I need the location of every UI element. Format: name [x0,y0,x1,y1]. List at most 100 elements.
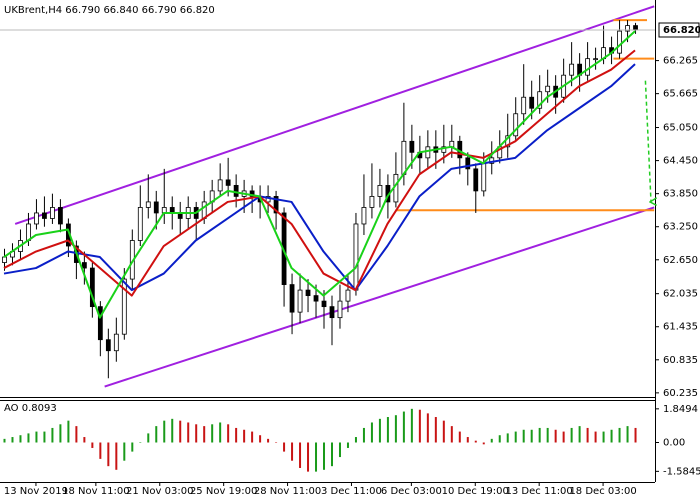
ao-bar [546,427,549,443]
ao-bar [219,422,222,443]
ao-bar [243,429,246,443]
ao-bar [594,431,597,443]
x-tick-label: 3 Dec 11:00 [321,486,382,497]
y-tick-label: 64.450 [663,156,698,167]
y-tick-label: 66.265 [663,56,698,67]
ao-bar [91,442,94,448]
candle-body [137,207,143,241]
ao-bar [83,437,86,443]
candle-body [233,184,239,197]
ao-bar [59,424,62,443]
ao-bar [251,431,254,443]
ao-bar [43,431,46,443]
ao-bar [618,427,621,443]
candle-body [481,162,487,192]
chart-title: UKBrent,H4 66.790 66.840 66.790 66.820 [4,5,215,16]
ao-bar [482,442,485,445]
last-price-label: 66.820 [663,25,700,36]
ao-bar [323,442,326,470]
candle-body [409,140,415,153]
ao-bar [538,427,541,443]
y-tick-label: 63.250 [663,222,698,233]
candle-body [217,179,223,192]
candle-body [97,306,103,341]
ao-bar [530,429,533,443]
candle-body [513,113,519,137]
candle-body [329,306,335,319]
ao-bar [434,417,437,443]
x-tick-label: 13 Dec 11:00 [506,486,573,497]
ao-bar [67,420,70,443]
y-tick-label: -1.5845 [663,466,700,477]
y-tick-label: 61.435 [663,322,698,333]
candle-body [297,289,303,313]
forecast-arrow [644,80,651,202]
y-tick-label: 60.235 [663,388,698,399]
x-tick-label: 6 Dec 03:00 [381,486,442,497]
ao-bar [330,442,333,467]
ao-bar [570,427,573,443]
ao-bar [458,431,461,443]
indicator-title: AO 0.8093 [4,403,57,414]
x-tick-label: 21 Nov 03:00 [126,486,193,497]
candle-body [441,146,447,153]
ao-bar [107,442,110,467]
x-tick-label: 18 Nov 11:00 [62,486,129,497]
x-tick-label: 13 Nov 2019 [4,486,68,497]
y-tick-label: 0.00 [663,438,685,449]
ao-bar [227,424,230,443]
moving-average [3,49,636,297]
x-tick-label: 25 Nov 19:00 [190,486,257,497]
ao-bar [147,433,150,443]
candle-body [521,96,527,115]
candle-body [153,201,159,214]
ao-bar [514,431,517,443]
ao-bar [626,426,629,443]
ao-bar [554,429,557,443]
candle-body [313,295,319,302]
x-tick-label: 18 Dec 03:00 [569,486,636,497]
candle-body [321,300,327,308]
candle-body [537,91,543,109]
ao-bar [394,415,397,443]
ao-bar [179,420,182,443]
ao-bar [354,437,357,443]
y-tick-label: 65.665 [663,89,698,100]
ao-bar [442,420,445,443]
ao-bar [211,424,214,443]
ao-bar [131,442,134,452]
ao-bar [267,438,270,443]
ao-bar [522,429,525,443]
candle-body [345,289,351,302]
ao-bar [578,426,581,443]
y-tick-label: 63.850 [663,189,698,200]
ao-bar [35,431,38,443]
candle-body [289,284,295,313]
ao-bar [299,442,302,468]
ao-bar [362,427,365,443]
ao-bar [115,442,118,470]
trend-line [14,5,655,225]
ao-bar [450,426,453,443]
ao-bar [386,417,389,443]
candle-body [305,289,311,297]
candle-body [593,58,598,61]
candle-body [2,256,7,263]
ao-bar [235,427,238,443]
candle-body [545,85,551,93]
candle-body [425,146,431,159]
ao-bar [187,422,190,443]
ao-bar [27,433,30,443]
candle-body [361,207,367,225]
y-tick-label: 1.8494 [663,404,698,415]
ao-bar [139,442,142,444]
candle-body [617,30,622,54]
y-tick-label: 62.650 [663,255,698,266]
candle-body [401,140,407,175]
ao-bar [402,411,405,443]
ao-bar [410,408,413,443]
ao-bar [378,418,381,443]
ao-bar [283,442,286,452]
y-tick-label: 62.035 [663,289,698,300]
ao-bar [610,429,613,443]
